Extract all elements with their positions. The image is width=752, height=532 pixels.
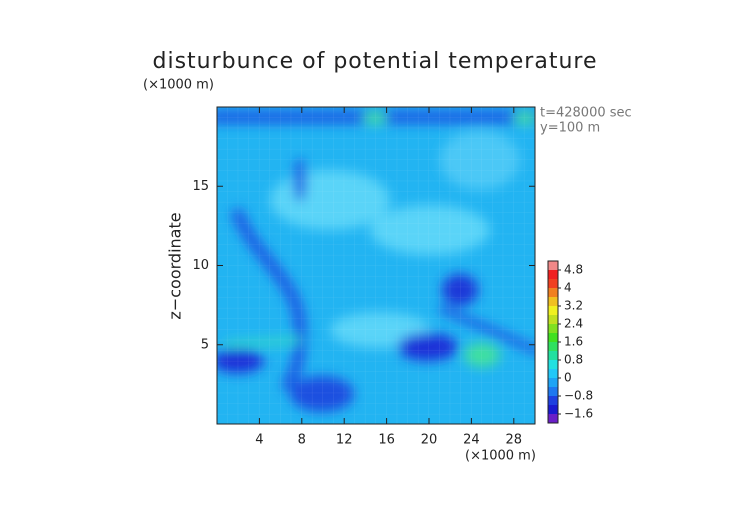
chart-title: disturbunce of potential temperature bbox=[153, 49, 598, 74]
colorbar-tick-label: 0.8 bbox=[564, 353, 583, 367]
colorbar-band bbox=[548, 378, 558, 387]
colorbar-band bbox=[548, 333, 558, 342]
field bbox=[217, 107, 535, 424]
colorbar-tick-label: 3.2 bbox=[564, 299, 583, 313]
colorbar-tick-label: 2.4 bbox=[564, 317, 583, 331]
x-tick-label: 24 bbox=[463, 433, 480, 448]
y-tick-label: 15 bbox=[192, 179, 209, 194]
x-tick-label: 16 bbox=[378, 433, 395, 448]
colorbar-band bbox=[548, 387, 558, 396]
colorbar-band bbox=[548, 369, 558, 378]
colorbar-band bbox=[548, 360, 558, 369]
x-unit: (×1000 m) bbox=[465, 449, 536, 464]
colorbar-band bbox=[548, 306, 558, 315]
colorbar-band bbox=[548, 324, 558, 333]
colorbar-band bbox=[548, 405, 558, 414]
colorbar-band bbox=[548, 288, 558, 297]
x-tick-label: 28 bbox=[506, 433, 523, 448]
colorbar-tick-label: 0 bbox=[564, 371, 572, 385]
colorbar-band bbox=[548, 297, 558, 306]
colorbar-tick-label: 1.6 bbox=[564, 335, 583, 349]
colorbar-band bbox=[548, 315, 558, 324]
colorbar-tick-label: −1.6 bbox=[564, 407, 593, 421]
x-tick-label: 20 bbox=[421, 433, 438, 448]
x-tick-label: 8 bbox=[298, 433, 306, 448]
colorbar-band bbox=[548, 261, 558, 270]
y-axis-label: z−coordinate bbox=[166, 212, 185, 319]
colorbar-band bbox=[548, 279, 558, 288]
annotation: t=428000 sec bbox=[540, 106, 632, 121]
colorbar-band bbox=[548, 396, 558, 405]
colorbar-band bbox=[548, 342, 558, 351]
colorbar-tick-label: −0.8 bbox=[564, 389, 593, 403]
y-tick-label: 5 bbox=[201, 337, 209, 352]
annotation: y=100 m bbox=[540, 121, 600, 136]
colorbar-tick-label: 4 bbox=[564, 281, 572, 295]
x-tick-label: 12 bbox=[336, 433, 353, 448]
colorbar-band bbox=[548, 351, 558, 360]
y-unit: (×1000 m) bbox=[143, 78, 214, 93]
colorbar-band bbox=[548, 270, 558, 279]
colorbar-tick-label: 4.8 bbox=[564, 263, 583, 277]
y-tick-label: 10 bbox=[192, 258, 209, 273]
colorbar-band bbox=[548, 414, 558, 423]
x-tick-label: 4 bbox=[255, 433, 263, 448]
